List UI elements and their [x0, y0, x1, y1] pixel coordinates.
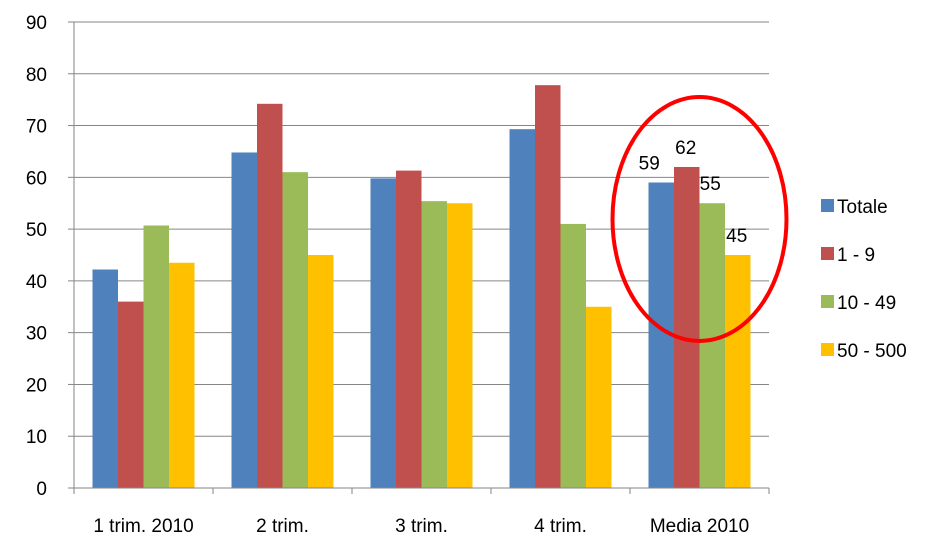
- bar-50-500-3-trim: [447, 203, 473, 488]
- bar-1-9-2-trim: [257, 103, 283, 488]
- y-tick-label: 30: [26, 324, 47, 345]
- bar-1-9-3-trim: [396, 170, 422, 488]
- annotations: [610, 95, 789, 343]
- bar-totale-2-trim: [231, 152, 257, 489]
- bar-10-49-4-trim: [560, 223, 586, 488]
- bar-totale-1-trim-2010: [92, 269, 118, 488]
- y-tick-label: 60: [26, 168, 47, 189]
- x-tick-label: 2 trim.: [256, 516, 309, 537]
- data-label: 45: [726, 226, 747, 247]
- axes: 0 10 20 30 40 50 60 70 80 90 1 trim. 2010 2 trim. 3 …: [26, 13, 770, 537]
- y-tick-label: 20: [26, 375, 47, 396]
- legend: Totale 1 - 9 10 - 49 50 - 500: [821, 197, 907, 362]
- bar-10-49-3-trim: [421, 201, 447, 488]
- y-tick-label: 90: [26, 13, 47, 34]
- data-label: 59: [639, 154, 660, 175]
- legend-label: 10 - 49: [837, 293, 896, 314]
- legend-swatch-10-49: [821, 295, 834, 308]
- data-label: 62: [675, 138, 696, 159]
- bar-1-9-1-trim-2010: [118, 301, 144, 488]
- bar-totale-4-trim: [509, 129, 535, 488]
- y-tick-label: 50: [26, 220, 47, 241]
- legend-label: 50 - 500: [837, 341, 907, 362]
- legend-label: 1 - 9: [837, 245, 875, 266]
- legend-swatch-totale: [821, 199, 834, 212]
- legend-label: Totale: [837, 197, 888, 218]
- highlight-ellipse: [610, 95, 789, 343]
- bar-10-49-1-trim-2010: [143, 225, 169, 488]
- legend-swatch-50-500: [821, 343, 834, 356]
- data-label: 55: [700, 174, 721, 195]
- bar-1-9-4-trim: [535, 85, 561, 489]
- x-tick-label: 1 trim. 2010: [93, 516, 193, 537]
- bar-50-500-4-trim: [586, 306, 612, 488]
- bars: [92, 85, 751, 489]
- bar-1-9-media-2010: [674, 166, 700, 488]
- x-tick-label: 4 trim.: [534, 516, 587, 537]
- bar-10-49-2-trim: [282, 172, 308, 488]
- bar-10-49-media-2010: [699, 203, 725, 488]
- y-tick-label: 80: [26, 65, 47, 86]
- y-tick-label: 10: [26, 427, 47, 448]
- x-tick-label: 3 trim.: [395, 516, 448, 537]
- y-tick-label: 0: [36, 479, 47, 500]
- bar-50-500-media-2010: [725, 255, 751, 488]
- y-tick-label: 40: [26, 272, 47, 293]
- x-tick-label: Media 2010: [650, 516, 749, 537]
- y-tick-label: 70: [26, 117, 47, 138]
- legend-swatch-1-9: [821, 247, 834, 260]
- bar-50-500-2-trim: [308, 255, 334, 488]
- bar-totale-3-trim: [370, 178, 396, 488]
- bar-50-500-1-trim-2010: [169, 262, 195, 488]
